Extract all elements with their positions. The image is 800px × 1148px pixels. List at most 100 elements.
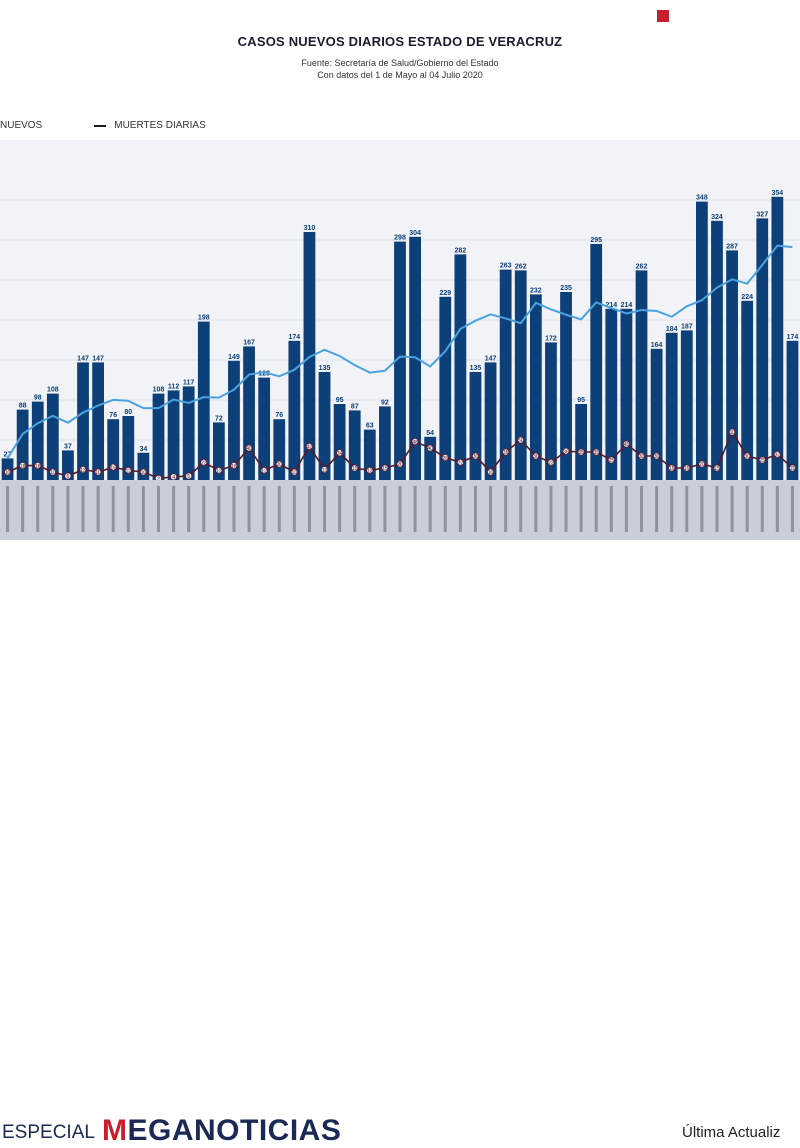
deaths-label-10: 2 [157,477,160,483]
bar-new-cases-31 [469,372,482,480]
deaths-label-50: 25 [759,458,765,464]
bar-new-cases-13 [197,321,210,480]
deaths-point-45 [683,464,691,472]
x-tick-4 [66,486,70,532]
bar-label-13: 198 [198,315,210,322]
x-tick-52 [790,486,794,532]
x-tick-29 [443,486,447,532]
bar-new-cases-3 [46,393,59,480]
bar-label-18: 76 [275,412,283,419]
bar-label-2: 98 [34,395,42,402]
deaths-point-30 [456,458,464,466]
deaths-label-42: 30 [639,454,645,460]
bar-label-29: 229 [439,290,451,297]
deaths-label-1: 18 [20,464,26,470]
deaths-point-51 [773,450,781,458]
x-tick-30 [458,486,462,532]
bar-new-cases-44 [665,332,678,480]
deaths-point-42 [637,452,646,460]
deaths-label-19: 10 [292,470,298,476]
x-tick-5 [81,486,85,532]
bar-new-cases-40 [605,308,618,480]
bar-new-cases-11 [167,390,180,480]
x-tick-15 [232,486,236,532]
deaths-label-32: 10 [488,470,494,476]
x-tick-10 [156,486,160,532]
deaths-point-34 [517,436,525,444]
bar-label-33: 263 [500,263,512,270]
bar-label-11: 112 [168,383,179,390]
bar-new-cases-14 [212,422,225,480]
x-tick-14 [217,486,221,532]
x-tick-40 [609,486,613,532]
bar-new-cases-18 [273,419,286,480]
bar-new-cases-45 [680,330,693,480]
deaths-label-43: 30 [654,454,660,460]
deaths-label-23: 15 [352,466,358,472]
bar-label-30: 282 [455,247,467,254]
x-tick-34 [519,486,523,532]
x-tick-24 [368,486,372,532]
deaths-point-38 [577,448,585,456]
legend-item-new-cases: NUEVOS [0,120,42,131]
deaths-label-0: 10 [5,470,11,476]
bar-label-14: 72 [215,415,223,422]
x-tick-17 [262,486,266,532]
x-tick-25 [383,486,387,532]
bar-new-cases-37 [560,292,572,480]
deaths-label-47: 15 [714,466,720,472]
x-tick-18 [277,486,281,532]
bar-new-cases-21 [318,372,331,480]
bar-label-41: 214 [621,302,633,309]
deaths-point-32 [486,468,495,476]
bar-new-cases-33 [499,269,512,480]
x-tick-12 [187,486,191,532]
deaths-point-19 [290,468,298,476]
x-tick-43 [655,486,659,532]
bar-new-cases-36 [545,342,557,480]
footer-bar: ESPECIAL MEGANOTICIAS Última Actualiz [0,552,800,1147]
x-tick-44 [670,486,674,532]
brand-logo-icon: M [102,1114,128,1147]
corner-logo-icon [657,10,669,22]
x-tick-27 [413,486,417,532]
bar-label-43: 164 [651,342,663,349]
deaths-point-28 [426,444,434,452]
deaths-point-33 [502,448,510,456]
deaths-label-38: 35 [578,450,584,456]
deaths-point-47 [713,464,721,472]
bar-new-cases-49 [741,300,754,480]
bar-label-52: 174 [787,334,799,341]
x-tick-3 [51,486,55,532]
deaths-label-15: 18 [231,464,237,470]
x-tick-50 [760,486,764,532]
x-tick-13 [202,486,206,532]
bar-new-cases-41 [620,308,633,480]
deaths-label-5: 13 [80,468,86,474]
bar-new-cases-1 [16,409,29,480]
deaths-label-44: 15 [669,466,675,472]
deaths-point-20 [305,442,314,450]
bar-label-19: 174 [288,334,300,341]
deaths-point-7 [109,463,117,471]
deaths-point-39 [592,448,600,456]
x-tick-39 [594,486,598,532]
deaths-label-8: 12 [126,469,132,475]
bar-new-cases-51 [771,196,784,481]
deaths-point-43 [653,452,661,460]
bar-new-cases-15 [228,360,240,480]
deaths-label-34: 50 [518,438,524,444]
bar-label-23: 87 [351,403,359,410]
deaths-label-9: 10 [141,470,147,476]
x-tick-2 [36,486,40,532]
x-tick-32 [489,486,493,532]
bar-new-cases-17 [258,377,271,480]
x-tick-11 [172,486,176,532]
bar-label-15: 149 [228,354,240,361]
bar-label-26: 298 [394,235,406,242]
deaths-point-49 [743,452,751,460]
x-tick-33 [504,486,508,532]
deaths-label-37: 36 [563,449,569,455]
deaths-point-35 [532,452,540,460]
